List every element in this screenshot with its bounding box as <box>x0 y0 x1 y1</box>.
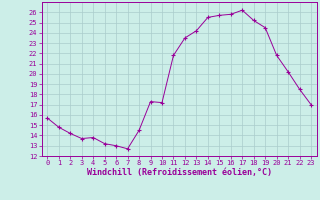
X-axis label: Windchill (Refroidissement éolien,°C): Windchill (Refroidissement éolien,°C) <box>87 168 272 177</box>
